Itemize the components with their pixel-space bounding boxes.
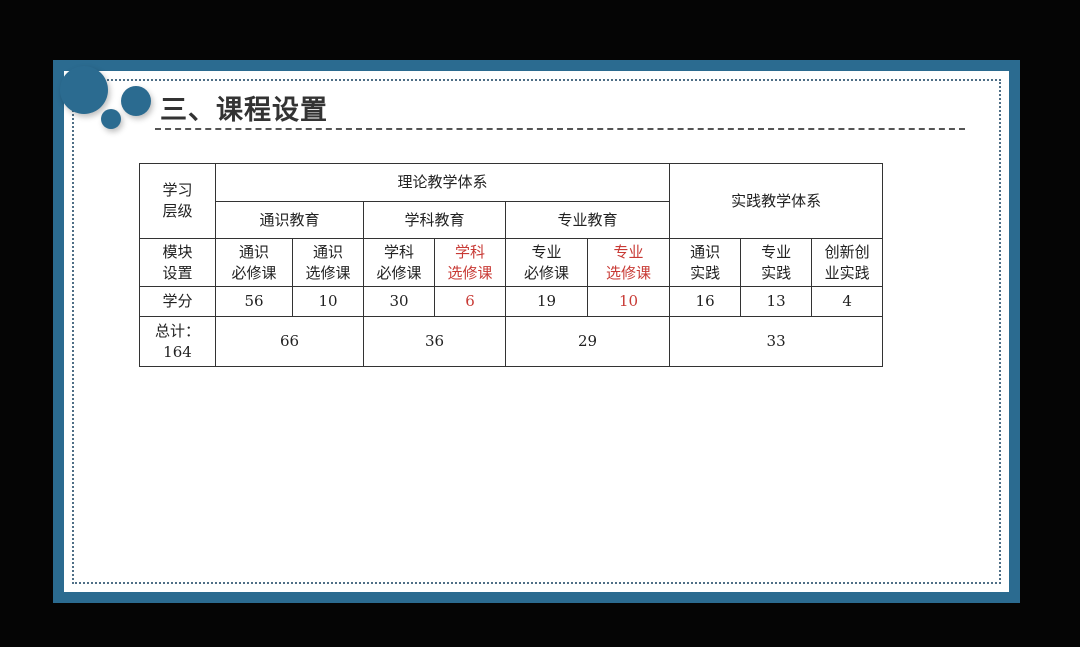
credit-cell: 56 <box>215 286 293 317</box>
decor-circle-medium-icon <box>121 86 151 116</box>
decor-circle-large-icon <box>60 66 108 114</box>
group-general: 通识教育 <box>215 201 364 239</box>
module-cell: 通识 选修课 <box>292 238 364 287</box>
module-cell: 专业 必修课 <box>505 238 588 287</box>
module-cell: 通识 必修课 <box>215 238 293 287</box>
level-header: 学习 层级 <box>139 163 216 239</box>
group-major: 专业教育 <box>504 201 671 239</box>
credit-cell: 13 <box>740 286 813 317</box>
credit-cell: 30 <box>363 286 435 317</box>
module-cell: 专业 实践 <box>740 238 813 287</box>
dotted-border <box>72 79 1001 584</box>
credit-cell: 4 <box>811 286 884 317</box>
module-cell: 通识 实践 <box>669 238 742 287</box>
total-practice: 33 <box>669 316 884 367</box>
group-discipline: 学科教育 <box>363 201 506 239</box>
slide-title: 三、课程设置 <box>160 95 328 126</box>
credit-cell: 10 <box>292 286 364 317</box>
decor-circle-small-icon <box>101 109 121 129</box>
total-major: 29 <box>504 316 671 367</box>
title-divider <box>155 128 965 130</box>
total-general: 66 <box>215 316 364 367</box>
credits-header: 学分 <box>139 286 216 317</box>
total-header: 总计： 164 <box>139 316 216 367</box>
total-discipline: 36 <box>363 316 506 367</box>
credit-cell: 6 <box>434 286 506 317</box>
module-cell: 学科 选修课 <box>434 238 506 287</box>
practice-system-header: 实践教学体系 <box>669 163 884 239</box>
module-cell: 创新创 业实践 <box>811 238 884 287</box>
credit-cell: 16 <box>669 286 742 317</box>
theory-system-header: 理论教学体系 <box>214 163 671 202</box>
module-cell: 专业 选修课 <box>586 238 671 287</box>
credit-cell: 19 <box>505 286 588 317</box>
credit-cell: 10 <box>586 286 671 317</box>
curriculum-table: 学习 层级 理论教学体系 实践教学体系 通识教育 学科教育 专业教育 模块 设置 通… <box>139 163 884 367</box>
module-header: 模块 设置 <box>139 238 216 287</box>
module-cell: 学科 必修课 <box>363 238 435 287</box>
